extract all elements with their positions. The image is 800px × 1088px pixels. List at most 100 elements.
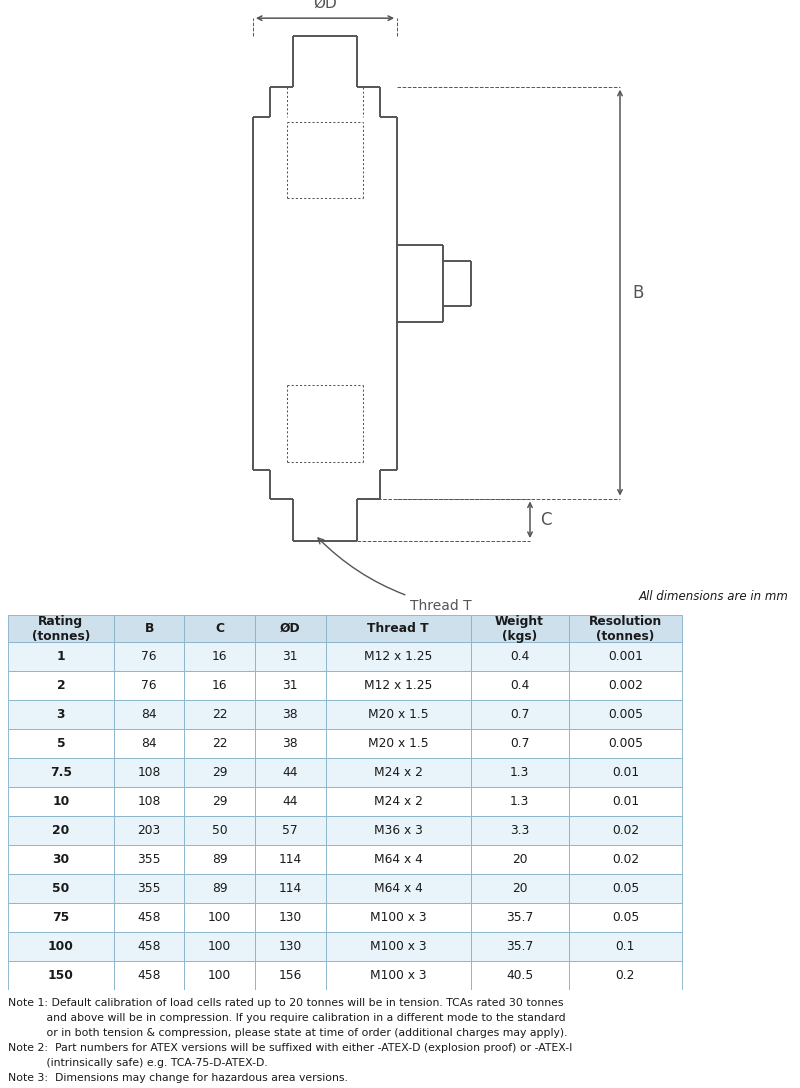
Text: 458: 458 <box>138 940 161 953</box>
Bar <box>184 729 255 758</box>
Text: 22: 22 <box>212 708 227 721</box>
Text: 29: 29 <box>212 795 227 808</box>
Bar <box>470 671 569 701</box>
Bar <box>326 671 470 701</box>
Text: 108: 108 <box>138 795 161 808</box>
Text: and above will be in compression. If you require calibration in a different mode: and above will be in compression. If you… <box>8 1013 566 1023</box>
Text: M24 x 2: M24 x 2 <box>374 795 422 808</box>
Text: 0.01: 0.01 <box>612 795 639 808</box>
Bar <box>326 758 470 788</box>
Text: 40.5: 40.5 <box>506 969 533 982</box>
Bar <box>255 903 326 932</box>
Text: 114: 114 <box>278 853 302 866</box>
Text: 100: 100 <box>208 940 231 953</box>
Bar <box>470 701 569 729</box>
Bar <box>326 642 470 671</box>
Text: 84: 84 <box>142 708 157 721</box>
Bar <box>255 758 326 788</box>
Bar <box>569 961 682 990</box>
Text: 2: 2 <box>57 679 66 692</box>
Bar <box>569 671 682 701</box>
Text: 0.001: 0.001 <box>608 651 643 664</box>
Text: 0.05: 0.05 <box>612 911 639 924</box>
Bar <box>8 671 114 701</box>
Bar <box>184 701 255 729</box>
Bar <box>8 788 114 816</box>
Bar <box>255 961 326 990</box>
Bar <box>470 615 569 642</box>
Bar <box>255 729 326 758</box>
Text: 22: 22 <box>212 738 227 751</box>
Text: 0.005: 0.005 <box>608 738 643 751</box>
Bar <box>255 932 326 961</box>
Bar <box>569 874 682 903</box>
Text: 0.4: 0.4 <box>510 651 530 664</box>
Bar <box>326 615 470 642</box>
Bar <box>569 903 682 932</box>
Bar <box>8 845 114 874</box>
Text: 16: 16 <box>212 651 227 664</box>
Bar <box>326 816 470 845</box>
Text: 0.1: 0.1 <box>616 940 635 953</box>
Text: ØD: ØD <box>280 622 301 635</box>
Bar <box>184 758 255 788</box>
Text: 20: 20 <box>52 825 70 837</box>
Bar <box>470 845 569 874</box>
Text: M100 x 3: M100 x 3 <box>370 969 426 982</box>
Text: 150: 150 <box>48 969 74 982</box>
Text: M100 x 3: M100 x 3 <box>370 911 426 924</box>
Bar <box>255 701 326 729</box>
Text: 0.005: 0.005 <box>608 708 643 721</box>
Bar <box>326 701 470 729</box>
Bar <box>326 874 470 903</box>
Text: M36 x 3: M36 x 3 <box>374 825 422 837</box>
Bar <box>184 788 255 816</box>
Text: 100: 100 <box>48 940 74 953</box>
Bar <box>326 961 470 990</box>
Bar <box>184 932 255 961</box>
Text: 458: 458 <box>138 911 161 924</box>
Text: 76: 76 <box>142 651 157 664</box>
Text: or in both tension & compression, please state at time of order (additional char: or in both tension & compression, please… <box>8 1028 567 1038</box>
Text: 0.02: 0.02 <box>612 853 639 866</box>
Text: 57: 57 <box>282 825 298 837</box>
Text: 84: 84 <box>142 738 157 751</box>
Bar <box>184 874 255 903</box>
Bar <box>326 903 470 932</box>
Bar <box>8 701 114 729</box>
Text: 458: 458 <box>138 969 161 982</box>
Bar <box>470 932 569 961</box>
Bar <box>470 729 569 758</box>
Text: C: C <box>215 622 224 635</box>
Bar <box>326 932 470 961</box>
Text: M100 x 3: M100 x 3 <box>370 940 426 953</box>
Text: 35.7: 35.7 <box>506 911 533 924</box>
Text: 89: 89 <box>212 853 227 866</box>
Text: Thread T: Thread T <box>318 537 472 613</box>
Text: B: B <box>145 622 154 635</box>
Bar <box>184 961 255 990</box>
Text: Note 3:  Dimensions may change for hazardous area versions.: Note 3: Dimensions may change for hazard… <box>8 1073 348 1084</box>
Bar <box>114 615 184 642</box>
Text: 355: 355 <box>138 882 161 895</box>
Text: 130: 130 <box>278 911 302 924</box>
Bar <box>255 874 326 903</box>
Text: 75: 75 <box>52 911 70 924</box>
Bar <box>114 758 184 788</box>
Text: 108: 108 <box>138 766 161 779</box>
Text: 31: 31 <box>282 679 298 692</box>
Text: M20 x 1.5: M20 x 1.5 <box>368 738 428 751</box>
Bar <box>114 874 184 903</box>
Bar <box>114 788 184 816</box>
Bar <box>114 845 184 874</box>
Text: 38: 38 <box>282 738 298 751</box>
Text: ØD: ØD <box>313 0 337 11</box>
Text: 130: 130 <box>278 940 302 953</box>
Bar <box>470 874 569 903</box>
Text: M24 x 2: M24 x 2 <box>374 766 422 779</box>
Text: 0.2: 0.2 <box>616 969 635 982</box>
Bar <box>184 671 255 701</box>
Text: Resolution
(tonnes): Resolution (tonnes) <box>589 615 662 643</box>
Text: 3.3: 3.3 <box>510 825 530 837</box>
Bar <box>8 932 114 961</box>
